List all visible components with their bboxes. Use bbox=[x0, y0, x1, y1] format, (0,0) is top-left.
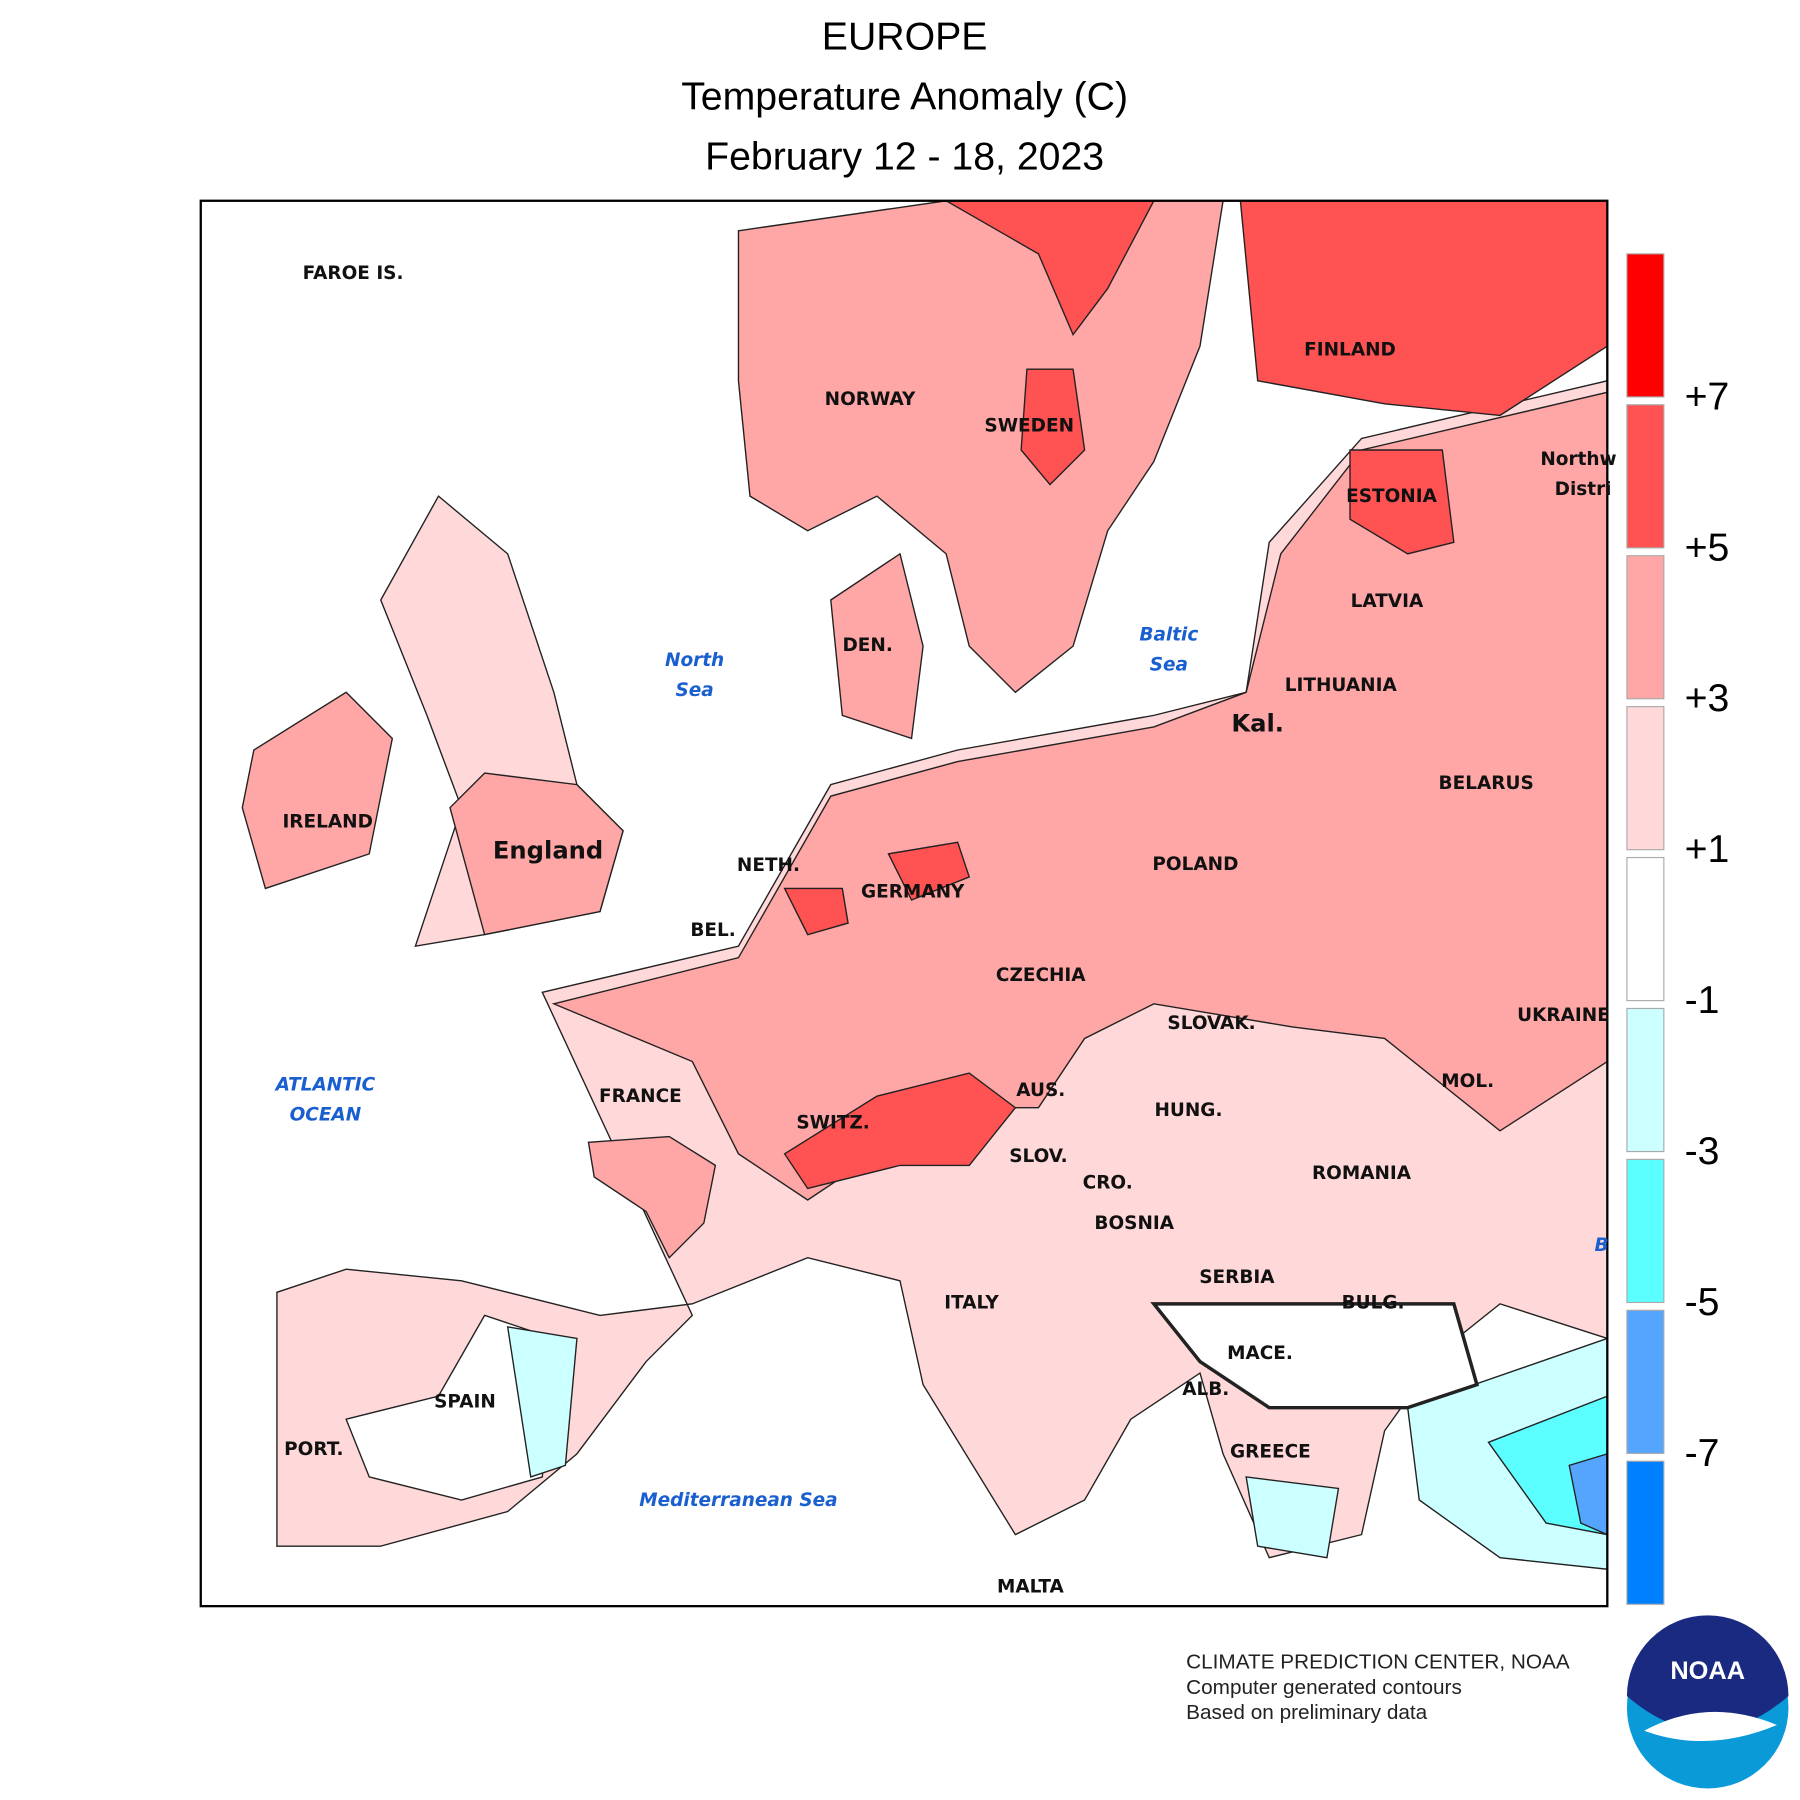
country-label: MOL. bbox=[1441, 1071, 1494, 1092]
country-label: MALTA bbox=[997, 1576, 1065, 1597]
country-label: FRANCE bbox=[599, 1086, 682, 1107]
country-label: MACE. bbox=[1227, 1343, 1293, 1364]
country-label: England bbox=[493, 836, 603, 864]
legend-tick-label: +1 bbox=[1685, 827, 1730, 871]
country-label: AUS. bbox=[1016, 1080, 1065, 1101]
country-label: BEL. bbox=[690, 920, 735, 941]
country-label: ROMANIA bbox=[1312, 1163, 1412, 1184]
country-label: NORWAY bbox=[825, 389, 916, 410]
sea-label: OCEAN bbox=[290, 1104, 362, 1125]
period: February 12 - 18, 2023 bbox=[705, 135, 1104, 179]
country-label: ALB. bbox=[1182, 1379, 1229, 1400]
legend-tick-label: -5 bbox=[1685, 1280, 1720, 1324]
country-label: HUNG. bbox=[1154, 1100, 1222, 1121]
country-label: FAROE IS. bbox=[303, 263, 404, 284]
country-label: FINLAND bbox=[1304, 339, 1396, 360]
legend-tick-label: -3 bbox=[1685, 1129, 1720, 1173]
country-label: BELARUS bbox=[1439, 773, 1534, 794]
title: EUROPE bbox=[822, 15, 988, 59]
sea-label: B bbox=[1594, 1235, 1608, 1256]
country-label: NETH. bbox=[737, 855, 800, 876]
legend-tick-label: +3 bbox=[1685, 676, 1730, 720]
country-label: SWITZ. bbox=[796, 1112, 870, 1133]
country-label: PORT. bbox=[284, 1439, 343, 1460]
sea-label: Sea bbox=[1150, 654, 1188, 675]
country-label: DEN. bbox=[842, 635, 892, 656]
sea-label: North bbox=[665, 650, 724, 671]
legend-swatch bbox=[1626, 1007, 1665, 1153]
country-label: POLAND bbox=[1152, 854, 1238, 875]
country-label: GREECE bbox=[1230, 1441, 1311, 1462]
country-label: ESTONIA bbox=[1346, 486, 1437, 507]
country-label: SWEDEN bbox=[984, 416, 1074, 437]
footer-line: Based on preliminary data bbox=[1186, 1701, 1428, 1724]
legend-tick-label: -7 bbox=[1685, 1431, 1720, 1475]
country-label: Northw bbox=[1540, 449, 1616, 470]
legend-tick-label: +7 bbox=[1685, 374, 1730, 418]
country-label: BULG. bbox=[1342, 1292, 1405, 1313]
country-label: LITHUANIA bbox=[1285, 675, 1398, 696]
legend-swatch bbox=[1626, 404, 1665, 549]
country-label: SPAIN bbox=[434, 1392, 496, 1413]
subtitle: Temperature Anomaly (C) bbox=[681, 75, 1128, 119]
country-label: ITALY bbox=[944, 1292, 999, 1313]
country-label: Distri bbox=[1555, 479, 1612, 500]
legend: +7 +5 +3 +1 -1 -3 -5 -7 bbox=[1626, 253, 1730, 1605]
legend-swatch bbox=[1626, 1309, 1665, 1454]
map bbox=[200, 200, 1608, 1607]
legend-swatch bbox=[1626, 1158, 1665, 1304]
logo-text: NOAA bbox=[1670, 1657, 1745, 1685]
sea-label: Baltic bbox=[1139, 624, 1198, 645]
legend-swatch bbox=[1626, 1460, 1665, 1605]
country-label: BOSNIA bbox=[1094, 1213, 1174, 1234]
country-label: GERMANY bbox=[861, 882, 965, 903]
legend-swatch bbox=[1626, 555, 1665, 700]
sea-label: Mediterranean Sea bbox=[639, 1490, 837, 1511]
map-frame bbox=[199, 199, 1609, 1608]
sea-label: ATLANTIC bbox=[274, 1074, 376, 1095]
logo: NOAA bbox=[1626, 1615, 1789, 1789]
country-label: LATVIA bbox=[1351, 591, 1424, 612]
footer-line: Computer generated contours bbox=[1186, 1676, 1462, 1699]
country-label: Kal. bbox=[1231, 710, 1284, 738]
country-label: CZECHIA bbox=[996, 965, 1086, 986]
country-label: UKRAINE bbox=[1517, 1005, 1610, 1026]
country-label: SLOVAK. bbox=[1167, 1013, 1255, 1034]
footer-line: CLIMATE PREDICTION CENTER, NOAA bbox=[1186, 1650, 1570, 1673]
country-label: IRELAND bbox=[282, 811, 372, 832]
country-label: CRO. bbox=[1083, 1172, 1133, 1193]
legend-tick-label: +5 bbox=[1685, 525, 1730, 569]
legend-swatch bbox=[1626, 253, 1665, 398]
country-label: SERBIA bbox=[1199, 1267, 1275, 1288]
map-labels: FAROE IS. NORWAY SWEDEN FINLAND ESTONIA North… bbox=[274, 263, 1617, 1597]
legend-tick-label: -1 bbox=[1685, 978, 1720, 1022]
sea-label: Sea bbox=[675, 680, 713, 701]
legend-swatch bbox=[1626, 706, 1665, 851]
legend-swatch bbox=[1626, 856, 1665, 1002]
country-label: SLOV. bbox=[1009, 1146, 1068, 1167]
